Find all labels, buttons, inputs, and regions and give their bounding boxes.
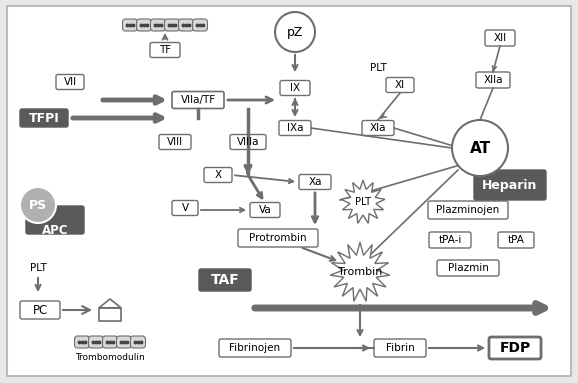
Text: APC: APC: [42, 224, 68, 236]
FancyBboxPatch shape: [474, 170, 546, 200]
Text: PLT: PLT: [355, 197, 371, 207]
Text: Plazmin: Plazmin: [447, 263, 488, 273]
Text: VIIa/TF: VIIa/TF: [180, 95, 216, 105]
FancyBboxPatch shape: [131, 336, 146, 348]
FancyBboxPatch shape: [75, 336, 90, 348]
FancyBboxPatch shape: [192, 19, 208, 31]
FancyBboxPatch shape: [172, 200, 198, 216]
Text: Trombomodulin: Trombomodulin: [75, 354, 145, 362]
FancyBboxPatch shape: [428, 201, 508, 219]
Text: Va: Va: [258, 205, 272, 215]
FancyBboxPatch shape: [429, 232, 471, 248]
Text: AT: AT: [469, 141, 491, 155]
FancyBboxPatch shape: [7, 6, 571, 376]
FancyBboxPatch shape: [238, 229, 318, 247]
Text: VIIIa: VIIIa: [237, 137, 260, 147]
Text: Protrombin: Protrombin: [249, 233, 307, 243]
Text: Fibrin: Fibrin: [386, 343, 414, 353]
Text: tPA: tPA: [507, 235, 524, 245]
FancyBboxPatch shape: [485, 30, 515, 46]
FancyBboxPatch shape: [136, 19, 151, 31]
Text: pZ: pZ: [287, 26, 303, 39]
Text: IX: IX: [290, 83, 300, 93]
Polygon shape: [99, 299, 121, 308]
FancyBboxPatch shape: [26, 206, 84, 234]
FancyBboxPatch shape: [172, 92, 224, 108]
FancyBboxPatch shape: [179, 19, 194, 31]
Text: PLT: PLT: [29, 263, 46, 273]
FancyBboxPatch shape: [150, 43, 180, 57]
Text: PS: PS: [29, 198, 47, 211]
Text: PC: PC: [32, 303, 47, 316]
Text: X: X: [214, 170, 221, 180]
Text: V: V: [181, 203, 188, 213]
Text: TAF: TAF: [210, 273, 239, 287]
Text: Fibrinojen: Fibrinojen: [229, 343, 280, 353]
Text: Plazminojen: Plazminojen: [436, 205, 499, 215]
FancyBboxPatch shape: [476, 72, 510, 88]
Text: TFPI: TFPI: [29, 111, 60, 124]
FancyBboxPatch shape: [117, 336, 132, 348]
Text: Xa: Xa: [308, 177, 322, 187]
Text: XII: XII: [494, 33, 506, 43]
FancyBboxPatch shape: [219, 339, 291, 357]
Polygon shape: [341, 180, 385, 223]
Circle shape: [275, 12, 315, 52]
FancyBboxPatch shape: [489, 337, 541, 359]
Circle shape: [452, 120, 508, 176]
Text: VIII: VIII: [167, 137, 183, 147]
Text: FDP: FDP: [499, 341, 531, 355]
Text: IXa: IXa: [287, 123, 303, 133]
FancyBboxPatch shape: [280, 80, 310, 95]
FancyBboxPatch shape: [362, 121, 394, 136]
Polygon shape: [330, 242, 390, 301]
Text: Trombin: Trombin: [338, 267, 382, 277]
Circle shape: [20, 187, 56, 223]
FancyBboxPatch shape: [374, 339, 426, 357]
Text: tPA-i: tPA-i: [438, 235, 462, 245]
FancyBboxPatch shape: [299, 175, 331, 190]
Text: Heparin: Heparin: [482, 178, 538, 192]
FancyBboxPatch shape: [386, 77, 414, 93]
Text: TF: TF: [159, 45, 171, 55]
FancyBboxPatch shape: [20, 301, 60, 319]
FancyBboxPatch shape: [498, 232, 534, 248]
FancyBboxPatch shape: [199, 269, 251, 291]
FancyBboxPatch shape: [204, 167, 232, 183]
Text: XIa: XIa: [370, 123, 386, 133]
FancyBboxPatch shape: [159, 134, 191, 149]
FancyBboxPatch shape: [102, 336, 117, 348]
FancyBboxPatch shape: [88, 336, 103, 348]
FancyBboxPatch shape: [56, 75, 84, 90]
Text: PLT: PLT: [369, 63, 387, 73]
FancyBboxPatch shape: [230, 134, 266, 149]
FancyBboxPatch shape: [250, 203, 280, 218]
FancyBboxPatch shape: [150, 19, 165, 31]
FancyBboxPatch shape: [99, 308, 121, 321]
FancyBboxPatch shape: [279, 121, 311, 136]
Text: XI: XI: [395, 80, 405, 90]
FancyBboxPatch shape: [437, 260, 499, 276]
FancyBboxPatch shape: [20, 109, 68, 127]
Text: VII: VII: [64, 77, 76, 87]
Text: XIIa: XIIa: [483, 75, 503, 85]
FancyBboxPatch shape: [165, 19, 180, 31]
FancyBboxPatch shape: [123, 19, 138, 31]
